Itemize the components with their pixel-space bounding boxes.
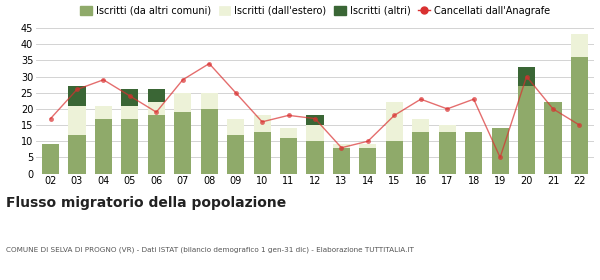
Bar <box>148 90 165 102</box>
Bar <box>359 144 376 148</box>
Bar <box>307 125 323 141</box>
Bar <box>571 57 588 174</box>
Bar <box>386 141 403 174</box>
Bar <box>518 67 535 86</box>
Bar <box>95 119 112 174</box>
Bar <box>68 135 86 174</box>
Bar <box>439 132 456 174</box>
Bar <box>412 119 430 132</box>
Legend: Iscritti (da altri comuni), Iscritti (dall'estero), Iscritti (altri), Cancellati: Iscritti (da altri comuni), Iscritti (da… <box>80 6 550 16</box>
Bar <box>333 144 350 148</box>
Bar <box>254 115 271 132</box>
Bar <box>465 132 482 174</box>
Bar <box>68 86 86 106</box>
Bar <box>148 102 165 115</box>
Bar <box>439 125 456 132</box>
Bar <box>386 102 403 141</box>
Bar <box>518 86 535 174</box>
Bar <box>307 141 323 174</box>
Bar <box>42 144 59 174</box>
Bar <box>412 132 430 174</box>
Bar <box>174 112 191 174</box>
Bar <box>544 102 562 174</box>
Bar <box>280 128 297 138</box>
Bar <box>121 106 139 119</box>
Bar <box>148 115 165 174</box>
Bar <box>254 132 271 174</box>
Bar <box>174 93 191 112</box>
Bar <box>307 115 323 125</box>
Bar <box>121 119 139 174</box>
Bar <box>68 106 86 135</box>
Bar <box>200 109 218 174</box>
Bar <box>280 138 297 174</box>
Bar <box>95 106 112 119</box>
Bar <box>227 119 244 135</box>
Bar <box>227 135 244 174</box>
Text: Flusso migratorio della popolazione: Flusso migratorio della popolazione <box>6 196 286 210</box>
Bar <box>121 90 139 106</box>
Bar <box>571 34 588 57</box>
Bar <box>333 148 350 174</box>
Bar <box>491 128 509 174</box>
Bar <box>200 93 218 109</box>
Text: COMUNE DI SELVA DI PROGNO (VR) - Dati ISTAT (bilancio demografico 1 gen-31 dic) : COMUNE DI SELVA DI PROGNO (VR) - Dati IS… <box>6 246 414 253</box>
Bar <box>359 148 376 174</box>
